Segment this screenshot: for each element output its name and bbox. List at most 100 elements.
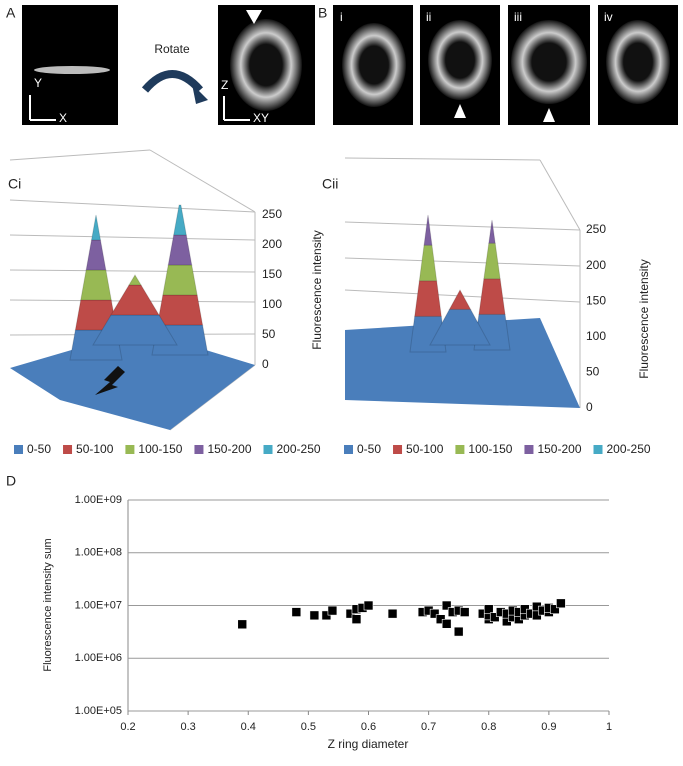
cell-signal [342, 23, 406, 107]
surface-frame [9, 149, 581, 431]
panel-label: Ci [8, 176, 21, 192]
surface-band [167, 234, 193, 266]
surface-band [162, 264, 198, 296]
point [429, 608, 440, 619]
legend-label: 50-100 [76, 442, 114, 456]
point [489, 612, 500, 623]
z-tick-label: 50 [586, 365, 600, 379]
point [556, 598, 566, 609]
z-tick-label: 250 [262, 207, 282, 221]
rotate-label: Rotate [154, 42, 190, 56]
legend-swatch [63, 445, 73, 454]
y-tick-label: 1.00E+06 [75, 652, 122, 664]
surface-band [488, 219, 496, 244]
arrowhead-marker [246, 10, 262, 24]
z-axis-title: Fluorescence intensity [310, 230, 324, 349]
panel-label: A [6, 5, 16, 21]
surface-band [80, 269, 112, 301]
cell-signal [34, 66, 110, 74]
x-tick-label: 0.4 [241, 721, 256, 733]
z-tick-label: 100 [586, 329, 606, 343]
y-tick-label: 1.00E+09 [75, 494, 122, 506]
surface-band [418, 244, 438, 282]
image-label: ii [426, 10, 431, 24]
legend-label: 0-50 [357, 442, 381, 456]
point [453, 626, 464, 637]
x-tick-label: 0.9 [541, 721, 556, 733]
cell-signal [428, 20, 492, 100]
arrowhead-marker [543, 108, 555, 122]
panel-label: B [318, 5, 327, 21]
surface-band [90, 214, 102, 241]
point [309, 610, 320, 621]
surface-band [478, 278, 506, 315]
z-tick-label: 0 [586, 400, 593, 414]
x-tick-label: 0.3 [180, 721, 195, 733]
z-tick-label: 0 [262, 357, 269, 371]
point [441, 618, 452, 629]
legend-label: 50-100 [406, 442, 444, 456]
x-tick-label: 0.2 [120, 721, 135, 733]
z-tick-label: 150 [586, 293, 606, 307]
legend-swatch [194, 445, 204, 454]
point [363, 600, 374, 611]
micrograph [22, 5, 118, 125]
legend-swatch [263, 445, 273, 454]
cell-signal [511, 20, 587, 104]
y-tick-label: 1.00E+07 [75, 599, 122, 611]
point [483, 604, 494, 615]
point [351, 614, 362, 624]
legend-swatch [524, 445, 534, 454]
point [441, 600, 452, 611]
surface-band [128, 274, 142, 286]
point [327, 605, 338, 616]
z-tick-label: 150 [262, 267, 282, 281]
rotate-arrow [141, 70, 204, 93]
image-label: iv [604, 10, 613, 24]
z-tick-label: 250 [586, 222, 606, 236]
legend-label: 150-200 [537, 442, 581, 456]
surface-band [173, 204, 187, 236]
point [550, 604, 560, 615]
cell-signal [230, 19, 302, 111]
x-tick-label: 0.6 [361, 721, 376, 733]
legend-swatch [593, 445, 603, 454]
axis-label: XY [253, 111, 269, 125]
surface-band [110, 284, 160, 316]
legend-swatch [344, 445, 353, 454]
arrowhead-marker [454, 104, 466, 118]
cell-signal [606, 20, 670, 104]
surface-floor [345, 318, 580, 408]
z-axis-title: Fluorescence intensity [637, 259, 651, 378]
rotate-arrow-head [192, 84, 208, 104]
panel-label: Cii [322, 176, 338, 192]
axis-label: X [59, 111, 67, 125]
y-axis-title: Fluorescence intensity sum [42, 538, 54, 671]
legend-label: 200-250 [607, 442, 651, 456]
z-tick-label: 100 [262, 297, 282, 311]
legend-label: 100-150 [468, 442, 512, 456]
y-tick-label: 1.00E+05 [75, 705, 122, 717]
surface-band [483, 242, 501, 280]
legend-label: 200-250 [277, 442, 321, 456]
surface-band [423, 214, 433, 246]
x-tick-label: 0.7 [421, 721, 436, 733]
image-label: iii [514, 10, 522, 24]
point [237, 619, 248, 630]
x-tick-label: 1 [606, 721, 612, 733]
surface-band [156, 294, 204, 326]
y-tick-label: 1.00E+08 [75, 547, 122, 559]
axis-label: Z [221, 78, 228, 92]
point [387, 608, 398, 619]
surface-band [414, 280, 442, 317]
panel-label: D [6, 473, 16, 489]
legend-label: 0-50 [27, 442, 51, 456]
surface-band [448, 288, 472, 310]
point [459, 607, 470, 617]
point [291, 607, 302, 617]
pointer-arrow [95, 366, 125, 395]
legend-swatch [393, 445, 403, 454]
image-label: i [340, 10, 343, 24]
axis-label: Y [34, 76, 42, 90]
